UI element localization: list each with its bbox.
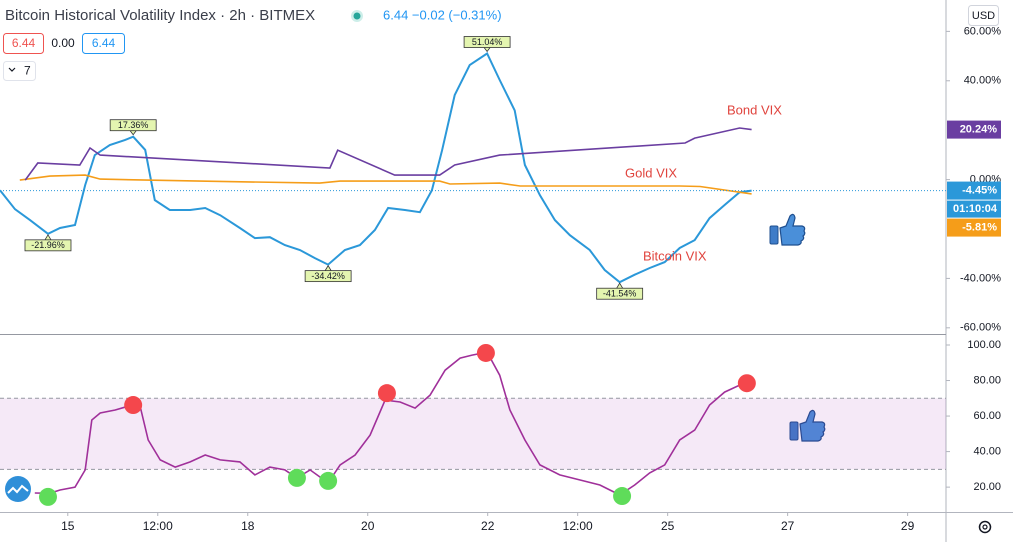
y-tick-label: 40.00% <box>964 75 1002 87</box>
price-label: 20.24% <box>960 123 998 135</box>
x-tick-label: 12:00 <box>143 519 173 533</box>
annotation-label: 17.36% <box>118 120 149 130</box>
annotation-label: -21.96% <box>31 240 65 250</box>
series-name: Bitcoin VIX <box>643 248 707 263</box>
x-tick-label: 25 <box>661 519 675 533</box>
series-line <box>19 174 752 195</box>
settings-icon[interactable] <box>978 520 992 534</box>
annotation-label: 51.04% <box>472 37 503 47</box>
y-tick-label: 40.00 <box>973 446 1001 458</box>
annotation-label: -34.42% <box>311 271 345 281</box>
button-label[interactable]: 0.00 <box>51 36 75 50</box>
price-label-bg <box>947 218 1001 237</box>
y-tick-label: -40.00% <box>960 272 1001 284</box>
buy-signal <box>287 468 306 487</box>
y-tick-label: 100.00 <box>967 339 1001 351</box>
y-tick-label: 60.00 <box>973 410 1001 422</box>
annotation-label: -41.54% <box>603 289 637 299</box>
x-tick-label: 27 <box>781 519 795 533</box>
y-tick-label: 20.00 <box>973 481 1001 493</box>
annotation-box <box>596 287 644 300</box>
status-dot <box>353 12 361 20</box>
interval-label[interactable]: 7 <box>24 64 31 78</box>
band <box>0 398 946 470</box>
x-tick-label: 29 <box>901 519 915 533</box>
series-line <box>24 127 752 181</box>
buy-signal <box>319 471 338 490</box>
logo[interactable] <box>5 476 31 502</box>
thumb-icon <box>789 409 826 442</box>
annotation-pointer <box>483 47 491 53</box>
thumb-icon <box>769 213 806 246</box>
annotation-pointer <box>44 234 52 241</box>
price-label-bg <box>947 181 1001 200</box>
sell-signal <box>377 384 396 403</box>
annotation-box <box>304 270 352 283</box>
quote: 6.44 −0.02 (−0.31%) <box>383 7 502 22</box>
button[interactable] <box>3 33 44 54</box>
chevron-icon <box>8 67 16 72</box>
series-line <box>0 52 752 284</box>
annotation-pointer <box>129 130 137 136</box>
sell-signal <box>737 374 756 393</box>
annotation-pointer <box>616 282 624 289</box>
price-label-bg <box>947 120 1001 139</box>
buy-signal <box>613 487 632 506</box>
buy-signal <box>38 487 57 506</box>
series-name: Bond VIX <box>727 102 782 117</box>
annotation-box <box>463 36 511 48</box>
sell-signal <box>476 343 495 362</box>
interval-button[interactable] <box>3 61 36 81</box>
price-label: -4.45% <box>962 184 997 196</box>
x-tick-label: 22 <box>481 519 495 533</box>
annotation-box <box>24 239 72 252</box>
annotation-box <box>109 119 157 132</box>
chart-title: Bitcoin Historical Volatility Index · 2h… <box>5 7 315 24</box>
price-label: -5.81% <box>962 221 997 233</box>
sell-signal <box>124 396 143 415</box>
y-tick-label: -60.00% <box>960 322 1001 334</box>
button[interactable] <box>82 33 125 54</box>
x-tick-label: 12:00 <box>563 519 593 533</box>
button-label[interactable]: 6.44 <box>92 36 116 50</box>
y-tick-label: 80.00 <box>973 374 1001 386</box>
currency-button[interactable] <box>968 5 999 26</box>
button-label[interactable]: 6.44 <box>12 36 36 50</box>
countdown: 01:10:04 <box>953 203 998 215</box>
x-tick-label: 18 <box>241 519 255 533</box>
countdown-bg <box>947 200 1001 218</box>
x-tick-label: 15 <box>61 519 75 533</box>
currency-label[interactable]: USD <box>972 10 995 22</box>
annotation-pointer <box>324 264 332 271</box>
x-tick-label: 20 <box>361 519 375 533</box>
y-tick-label: 60.00% <box>964 25 1002 37</box>
series-name: Gold VIX <box>625 165 677 180</box>
